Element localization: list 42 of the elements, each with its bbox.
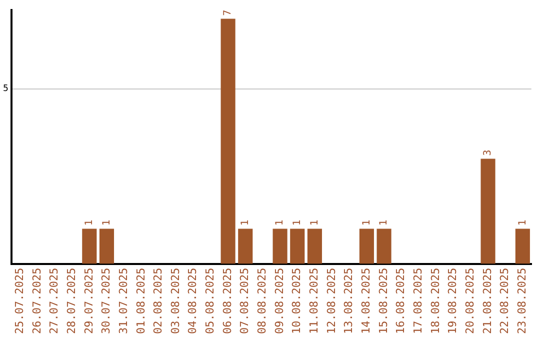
- data-label: 1: [292, 220, 303, 226]
- x-tick-label: 27.07.2025: [48, 268, 61, 334]
- x-tick-label: 01.08.2025: [134, 268, 148, 334]
- data-label: 1: [274, 220, 286, 226]
- x-tick-label: 03.08.2025: [168, 268, 182, 334]
- x-tick-label: 04.08.2025: [186, 268, 200, 334]
- x-tick-label: 31.07.2025: [116, 268, 130, 334]
- x-tick-label: 12.08.2025: [324, 268, 338, 334]
- x-tick-label: 25.07.2025: [12, 268, 26, 334]
- x-tick-label: 09.08.2025: [272, 268, 286, 334]
- x-tick-label: 14.08.2025: [360, 268, 373, 334]
- x-tick-label: 13.08.2025: [342, 268, 356, 334]
- x-tick-label: 30.07.2025: [100, 268, 113, 334]
- data-label: 1: [378, 220, 390, 226]
- x-tick-label: 11.08.2025: [308, 268, 321, 334]
- data-label: 1: [101, 220, 112, 226]
- x-tick-label: 16.08.2025: [394, 268, 408, 334]
- data-label: 1: [84, 220, 95, 226]
- x-tick-label: 29.07.2025: [82, 268, 96, 334]
- x-tick-label: 02.08.2025: [152, 268, 165, 334]
- x-tick-label: 05.08.2025: [204, 268, 217, 334]
- data-label: 1: [517, 220, 528, 226]
- x-tick-label: 28.07.2025: [64, 268, 78, 334]
- data-label: 1: [240, 220, 251, 226]
- x-tick-label: 26.07.2025: [30, 268, 44, 334]
- data-label: 1: [309, 220, 320, 226]
- x-tick-label: 18.08.2025: [428, 268, 442, 334]
- x-tick-label: 21.08.2025: [480, 268, 494, 334]
- x-tick-label: 10.08.2025: [290, 268, 304, 334]
- x-tick-label: 23.08.2025: [516, 268, 529, 334]
- x-tick-label: 07.08.2025: [238, 268, 252, 334]
- x-tick-label: 19.08.2025: [446, 268, 460, 334]
- x-tick-label: 06.08.2025: [220, 268, 234, 334]
- x-tick-label: 22.08.2025: [498, 268, 512, 334]
- x-tick-label: 15.08.2025: [376, 268, 390, 334]
- data-label: 7: [222, 10, 234, 16]
- x-tick-label: 17.08.2025: [412, 268, 425, 334]
- data-label: 1: [361, 220, 372, 226]
- x-tick-label: 08.08.2025: [256, 268, 269, 334]
- x-tick-label: 20.08.2025: [464, 268, 477, 334]
- data-label: 3: [482, 150, 494, 156]
- y-tick-label: 5: [2, 84, 8, 94]
